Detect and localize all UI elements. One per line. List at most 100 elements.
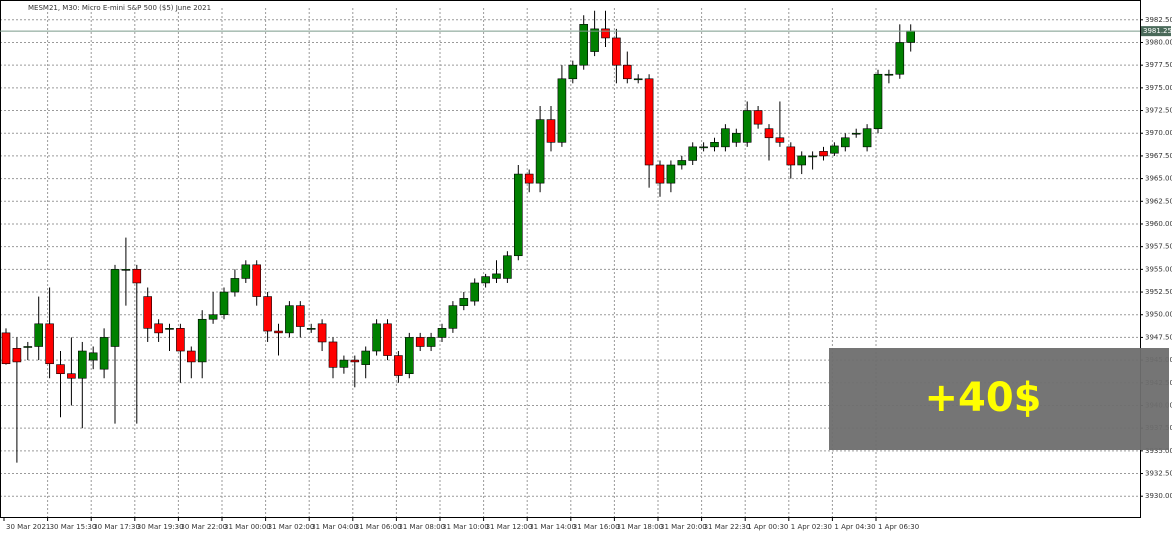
x-tick-label: 30 Mar 19:30	[137, 523, 184, 531]
x-tick-label: 1 Apr 06:30	[878, 523, 919, 531]
candle-body	[851, 132, 861, 135]
candle-body	[568, 64, 578, 80]
candle-body	[830, 145, 839, 154]
candle-body	[731, 132, 741, 143]
last-price-label: 3981.25	[1143, 27, 1172, 35]
x-tick-label: 30 Mar 15:30	[50, 523, 97, 531]
candle-body	[285, 305, 294, 334]
candle-body	[513, 173, 523, 257]
x-tick-label: 31 Mar 06:00	[355, 523, 402, 531]
y-tick-label: 3935.00	[1145, 447, 1172, 455]
candle-body	[110, 269, 120, 347]
candle-body	[775, 137, 785, 143]
y-tick-label: 3930.00	[1145, 492, 1172, 500]
y-tick-label: 3932.50	[1145, 470, 1172, 478]
candle-body	[808, 155, 817, 158]
candle-body	[633, 78, 643, 81]
candle-body	[88, 352, 98, 361]
candle-body	[219, 291, 229, 316]
candle-body	[710, 142, 719, 148]
y-tick-label: 3952.50	[1145, 288, 1172, 296]
candle-body	[394, 355, 403, 376]
candle-body	[590, 28, 599, 52]
candle-body	[677, 160, 687, 166]
candle-body	[840, 137, 850, 148]
candle-body	[317, 323, 327, 343]
x-tick-label: 31 Mar 22:30	[704, 523, 751, 531]
candle-body	[721, 128, 730, 148]
x-tick-label: 31 Mar 10:00	[442, 523, 489, 531]
candle-body	[459, 298, 469, 306]
candle-body	[481, 276, 490, 284]
x-tick-label: 31 Mar 00:00	[224, 523, 271, 531]
candle-body	[383, 323, 392, 356]
candle-body	[612, 37, 621, 66]
candle-body	[492, 273, 501, 279]
candle-body	[208, 314, 218, 320]
candle-body	[546, 119, 556, 143]
x-tick-label: 31 Mar 16:00	[573, 523, 620, 531]
plot-frame	[0, 0, 1141, 518]
candle-body	[121, 269, 131, 271]
x-tick-label: 30 Mar 22:00	[180, 523, 227, 531]
candle-body	[176, 328, 185, 352]
y-tick-label: 3982.50	[1145, 16, 1172, 24]
annotation-box	[829, 348, 1169, 450]
candle-body	[328, 341, 338, 368]
x-tick-label: 30 Mar 17:30	[93, 523, 140, 531]
candle-body	[579, 24, 589, 66]
candle-body	[655, 164, 665, 184]
candle-body	[67, 373, 76, 379]
candle-body	[524, 173, 534, 184]
x-tick-label: 31 Mar 18:00	[616, 523, 663, 531]
candle-body	[372, 323, 381, 352]
candle-body	[797, 155, 807, 166]
candle-body	[622, 64, 632, 80]
candle-body	[252, 264, 261, 297]
candle-body	[45, 323, 54, 365]
annotation: +40$	[924, 375, 1041, 421]
candle-body	[644, 78, 654, 166]
candle-body	[786, 146, 796, 166]
x-tick-label: 1 Apr 02:30	[791, 523, 832, 531]
candle-body	[470, 282, 480, 302]
candle-body	[753, 110, 763, 125]
candle-body	[78, 350, 87, 379]
x-tick-label: 1 Apr 00:30	[747, 523, 788, 531]
candle-body	[34, 323, 44, 347]
candle-body	[274, 330, 283, 334]
candle-body	[819, 151, 828, 157]
y-tick-label: 3957.50	[1145, 243, 1172, 251]
candle-body	[884, 73, 894, 76]
y-tick-label: 3980.00	[1145, 38, 1172, 46]
candle-body	[437, 328, 447, 338]
candle-body	[241, 264, 251, 279]
y-tick-label: 3975.00	[1145, 84, 1172, 92]
y-tick-label: 3950.00	[1145, 311, 1172, 319]
candle-body	[306, 328, 316, 330]
y-tick-label: 3977.50	[1145, 61, 1172, 69]
candle-body	[688, 146, 698, 161]
y-tick-label: 3967.50	[1145, 152, 1172, 160]
candle-body	[56, 364, 65, 375]
y-tick-label: 3972.50	[1145, 107, 1172, 115]
candle-body	[23, 346, 33, 348]
candle-body	[154, 323, 163, 334]
y-tick-label: 3947.50	[1145, 333, 1172, 341]
candle-body	[404, 337, 414, 375]
candle-body	[230, 278, 240, 293]
candle-body	[263, 296, 272, 332]
x-tick-label: 31 Mar 20:00	[660, 523, 707, 531]
candle-body	[906, 30, 916, 43]
candle-body	[350, 359, 360, 363]
candle-body	[666, 164, 676, 184]
candle-body	[1, 332, 11, 365]
candle-body	[895, 42, 905, 75]
candle-body	[132, 269, 142, 284]
y-tick-label: 3962.50	[1145, 197, 1172, 205]
candle-body	[12, 348, 22, 363]
candle-body	[339, 359, 349, 368]
x-tick-label: 31 Mar 14:00	[529, 523, 576, 531]
